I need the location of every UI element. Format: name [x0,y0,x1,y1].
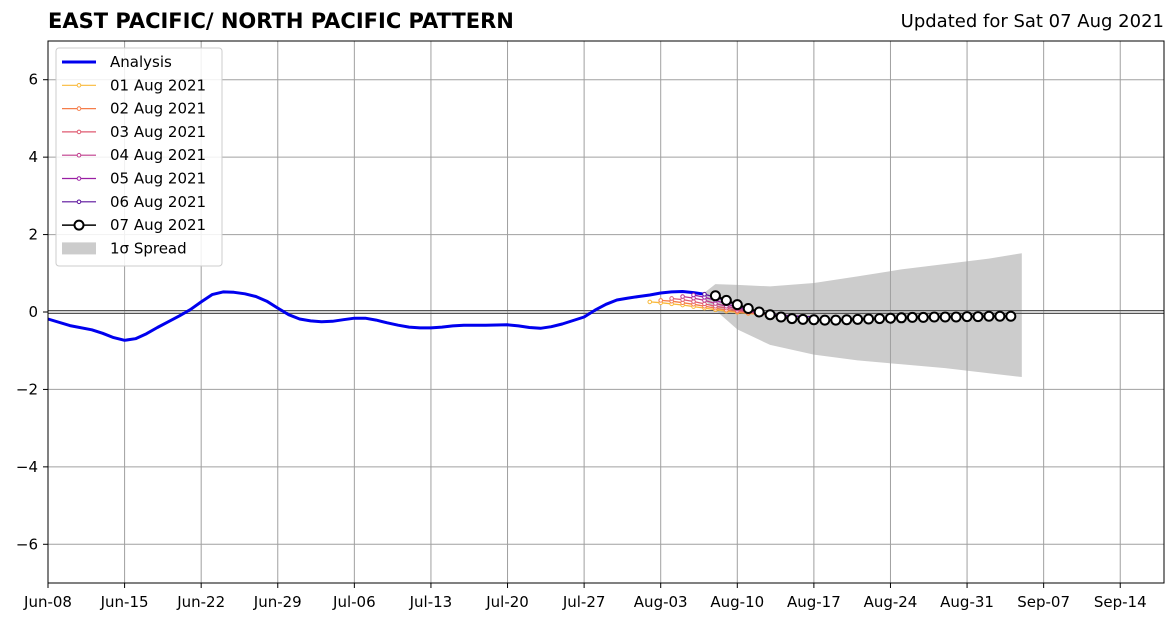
x-tick-label: Aug-31 [940,593,994,611]
forecast-point [753,306,765,318]
x-tick-label: Sep-07 [1017,593,1070,611]
forecast-point [819,314,831,326]
x-tick-label: Jul-06 [332,593,376,611]
forecast-point [691,292,696,298]
forecast-point [950,311,962,323]
legend-label: 03 Aug 2021 [110,123,206,141]
x-tick-label: Jul-20 [485,593,529,611]
forecast-point [874,313,886,325]
y-tick-label: −4 [16,458,38,476]
forecast-point [852,313,864,325]
legend-label: 02 Aug 2021 [110,100,206,118]
legend-swatch-marker [73,219,85,231]
series-layer [47,290,1017,342]
forecast-point [906,311,918,323]
forecast-point [669,296,674,301]
forecast-point [658,298,664,303]
legend-box [55,47,223,267]
legend-label: 04 Aug 2021 [110,146,206,164]
x-tick-label: Aug-03 [634,593,688,611]
x-tick-label: Jun-08 [23,593,72,611]
spread-band [704,253,1022,377]
legend-label: 06 Aug 2021 [110,193,206,211]
forecast-point [808,314,820,326]
legend-label: 05 Aug 2021 [110,170,206,188]
chart-title: EAST PACIFIC/ NORTH PACIFIC PATTERN [48,9,514,33]
spread-layer [704,253,1022,377]
forecast-point [786,313,798,325]
y-tick-label: −6 [16,535,38,553]
x-tick-label: Aug-10 [710,593,764,611]
x-tick-label: Jun-15 [100,593,149,611]
forecast-point [680,294,685,299]
x-tick-label: Jul-27 [562,593,606,611]
forecast-point [939,311,951,323]
y-tick-label: −2 [16,380,38,398]
legend-swatch-marker [76,152,82,158]
updated-date-label: Updated for Sat 07 Aug 2021 [900,11,1164,32]
forecast-point [830,314,842,326]
x-tick-label: Sep-14 [1094,593,1147,611]
grid-layer [47,41,1164,583]
forecast-point [928,311,940,323]
legend-label: 07 Aug 2021 [110,216,206,234]
forecast-point [884,312,896,324]
forecast-point [731,299,743,311]
forecast-point [961,311,973,323]
forecast-point [895,312,907,324]
forecast-point [972,311,984,323]
forecast-point [797,313,809,325]
y-tick-label: 0 [28,303,38,321]
x-tick-label: Jun-29 [253,593,302,611]
forecast-point [720,294,732,306]
forecast-point [742,303,754,315]
legend-swatch-marker [76,199,82,205]
legend: Analysis 01 Aug 2021 02 Aug 2021 03 Aug 202… [55,47,223,267]
tick-layer: Jun-08 Jun-15 Jun-22 Jun-29 Jul-06 Jul-13 Jul-… [16,71,1147,611]
analysis-line [47,290,705,342]
legend-swatch-spread [62,242,96,255]
legend-label: 01 Aug 2021 [110,76,206,94]
legend-label: Analysis [110,53,172,71]
forecast-point [709,290,721,302]
forecast-point [764,309,776,321]
x-tick-label: Jul-13 [409,593,453,611]
legend-label: 1σ Spread [110,239,187,257]
forecast-point [863,313,875,325]
y-tick-label: 6 [28,71,38,89]
forecast-point [1005,310,1017,322]
forecast-point [994,310,1006,322]
forecast-point [841,314,853,326]
x-tick-label: Aug-24 [864,593,918,611]
forecast-point [917,311,929,323]
forecast-point [647,299,653,305]
y-tick-label: 4 [28,148,38,166]
y-tick-label: 2 [28,226,38,244]
x-tick-label: Aug-17 [787,593,841,611]
forecast-point [775,311,787,323]
legend-swatch-marker [76,106,82,111]
legend-swatch-marker [76,176,82,181]
legend-swatch-marker [76,83,82,88]
forecast-point [983,310,995,322]
legend-swatch-marker [76,129,82,135]
x-tick-label: Jun-22 [176,593,225,611]
forecast-point [702,291,707,297]
